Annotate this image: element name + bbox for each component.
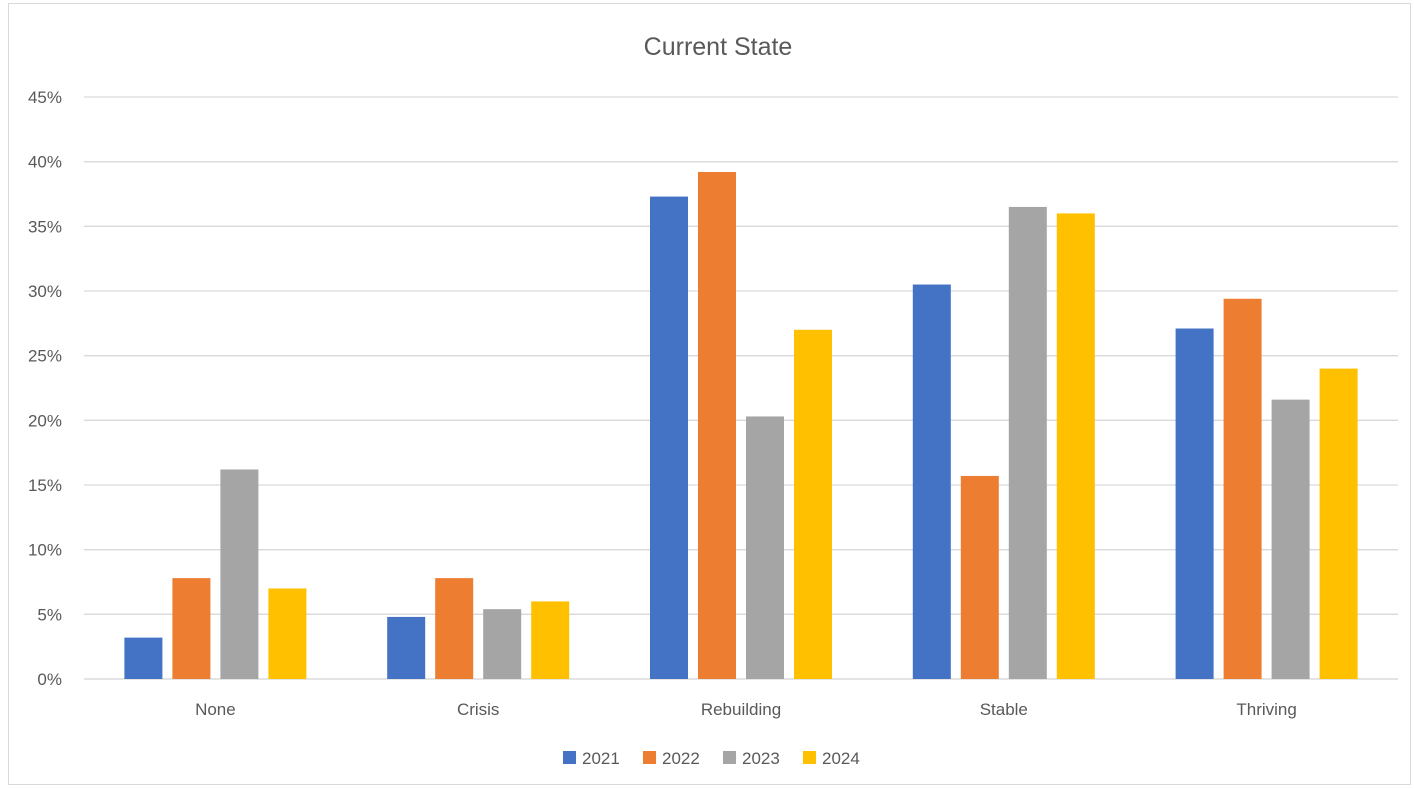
y-tick-label: 35% bbox=[28, 217, 62, 236]
bar-rebuilding-2023 bbox=[746, 416, 784, 679]
bar-stable-2022 bbox=[960, 475, 999, 679]
bar-stable-2021 bbox=[912, 284, 951, 679]
bar-thriving-2022 bbox=[1223, 298, 1262, 679]
x-tick-label: Thriving bbox=[1236, 700, 1296, 719]
bar-stable-2023 bbox=[1008, 206, 1047, 679]
bar-none-2021 bbox=[124, 637, 163, 679]
bars bbox=[124, 172, 1358, 679]
y-tick-label: 25% bbox=[28, 347, 62, 366]
y-tick-label: 40% bbox=[28, 153, 62, 172]
chart-title: Current State bbox=[644, 33, 793, 61]
y-tick-label: 10% bbox=[28, 541, 62, 560]
y-tick-label: 45% bbox=[28, 88, 62, 107]
bar-stable-2024 bbox=[1056, 213, 1095, 679]
legend-label-2022: 2022 bbox=[662, 749, 700, 768]
y-tick-label: 20% bbox=[28, 411, 62, 430]
legend-swatch-2021 bbox=[563, 751, 576, 764]
legend-label-2023: 2023 bbox=[742, 749, 780, 768]
y-tick-label: 5% bbox=[37, 605, 62, 624]
legend-swatch-2023 bbox=[723, 751, 736, 764]
x-axis-ticks: None Crisis Rebuilding Stable Thriving bbox=[195, 700, 1297, 719]
bar-crisis-2024 bbox=[531, 601, 570, 679]
x-tick-label: Rebuilding bbox=[701, 700, 781, 719]
bar-none-2022 bbox=[172, 578, 211, 679]
bar-rebuilding-2022 bbox=[698, 172, 736, 679]
legend-label-2024: 2024 bbox=[822, 749, 860, 768]
bar-none-2023 bbox=[220, 469, 259, 679]
legend-swatch-2022 bbox=[643, 751, 656, 764]
x-tick-label: Stable bbox=[980, 700, 1028, 719]
y-tick-label: 15% bbox=[28, 476, 62, 495]
bar-thriving-2023 bbox=[1271, 399, 1310, 679]
y-tick-label: 30% bbox=[28, 282, 62, 301]
legend-swatch-2024 bbox=[803, 751, 816, 764]
bar-crisis-2022 bbox=[435, 578, 474, 679]
x-tick-label: Crisis bbox=[457, 700, 500, 719]
bar-none-2024 bbox=[268, 588, 307, 679]
bar-crisis-2023 bbox=[483, 609, 522, 679]
bar-thriving-2024 bbox=[1319, 368, 1358, 679]
bar-thriving-2021 bbox=[1175, 328, 1214, 679]
x-tick-label: None bbox=[195, 700, 236, 719]
bar-rebuilding-2021 bbox=[650, 196, 688, 679]
y-axis-ticks: 0% 5% 10% 15% 20% 25% 30% 35% 40% 45% bbox=[28, 88, 62, 689]
legend-label-2021: 2021 bbox=[582, 749, 620, 768]
legend: 2021 2022 2023 2024 bbox=[563, 749, 860, 768]
bar-rebuilding-2024 bbox=[794, 329, 832, 679]
bar-crisis-2021 bbox=[387, 616, 426, 679]
y-tick-label: 0% bbox=[37, 670, 62, 689]
